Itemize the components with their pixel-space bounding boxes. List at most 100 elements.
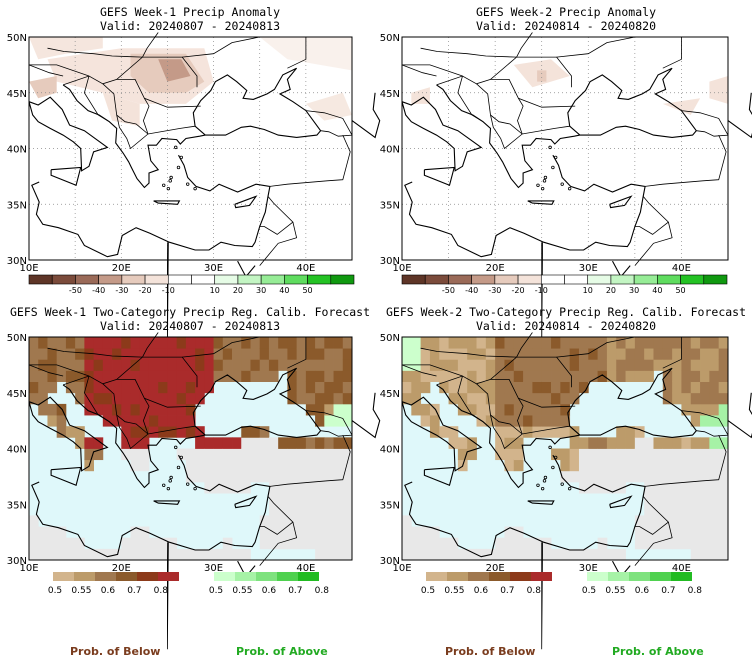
probability-cell xyxy=(333,526,344,539)
colorbar-swatch xyxy=(426,572,447,581)
probability-cell xyxy=(324,381,334,394)
colorbar-label: 0.7 xyxy=(288,586,302,596)
probability-cell xyxy=(185,392,196,405)
probability-cell xyxy=(690,504,701,516)
probability-cell xyxy=(541,415,552,427)
lon-labels: 10E 20E 30E 40E xyxy=(19,563,315,574)
probability-cell xyxy=(476,348,487,360)
probability-cell xyxy=(333,381,344,394)
probability-cell xyxy=(709,370,720,382)
probability-cell xyxy=(29,537,39,550)
probability-cell xyxy=(569,370,580,382)
probability-cell xyxy=(523,370,533,382)
probability-cell xyxy=(634,459,645,472)
probability-cell xyxy=(551,403,561,416)
probability-cell xyxy=(634,448,645,461)
probability-cell xyxy=(690,381,701,394)
probability-cell xyxy=(315,481,325,494)
colorbar-label: 50 xyxy=(302,286,312,295)
probability-cell xyxy=(504,426,515,438)
probability-cell xyxy=(560,348,571,360)
probability-cell xyxy=(411,403,422,416)
panel-valid-dates: Valid: 20240814 - 20240820 xyxy=(476,319,656,333)
probability-cell xyxy=(495,381,505,394)
lat-tick-label: 45N xyxy=(380,389,400,400)
probability-cell xyxy=(597,348,608,360)
probability-cell xyxy=(333,448,344,461)
probability-cell xyxy=(333,359,344,371)
probability-cell xyxy=(578,448,589,461)
probability-cell xyxy=(185,470,196,483)
probability-cell xyxy=(130,548,141,561)
probability-cell xyxy=(130,370,141,382)
probability-cell xyxy=(672,437,682,449)
probability-cell xyxy=(578,359,589,371)
anomaly-colorbar: -50 -40 -30 -20 -10 10 20 30 40 50 xyxy=(401,274,728,295)
probability-cell xyxy=(324,403,334,416)
probability-cell xyxy=(204,459,214,472)
probability-cell xyxy=(333,348,344,360)
probability-cell xyxy=(305,537,316,550)
probability-cell xyxy=(121,403,131,416)
probability-cell xyxy=(411,548,422,561)
probability-cell xyxy=(429,415,440,427)
probability-cell xyxy=(541,403,552,416)
probability-cell xyxy=(569,459,580,472)
probability-cell xyxy=(333,437,344,449)
probability-cell xyxy=(148,403,159,416)
probability-cell xyxy=(672,381,682,394)
probability-cell xyxy=(278,493,288,505)
probability-cell xyxy=(232,370,242,382)
probability-cell xyxy=(718,515,729,527)
probability-cell xyxy=(268,448,279,461)
probability-cell xyxy=(176,448,187,461)
probability-cell xyxy=(139,381,150,394)
probability-cell xyxy=(532,348,543,360)
probability-cell xyxy=(333,415,344,427)
probability-cell xyxy=(653,515,664,527)
probability-cell xyxy=(139,448,150,461)
probability-cell xyxy=(342,526,353,539)
probability-cell xyxy=(616,337,626,349)
probability-cell xyxy=(305,437,316,449)
probability-cell xyxy=(532,426,543,438)
probability-cell xyxy=(681,370,692,382)
probability-cell xyxy=(305,359,316,371)
probability-cell xyxy=(102,548,113,561)
probability-cell xyxy=(532,537,543,550)
probability-cell xyxy=(606,337,617,349)
probability-cell xyxy=(513,537,524,550)
panel-week2-probability: GEFS Week-2 Two-Category Precip Reg. Cal… xyxy=(380,305,752,650)
anomaly-region xyxy=(158,59,191,82)
probability-cell xyxy=(148,348,159,360)
colorbar-swatch xyxy=(531,572,552,581)
colorbar-label: 0.55 xyxy=(444,586,464,596)
probability-cell xyxy=(532,370,543,382)
probability-cell xyxy=(176,381,187,394)
probability-cell xyxy=(616,459,626,472)
probability-cell xyxy=(578,337,589,349)
probability-cell xyxy=(213,470,224,483)
probability-cell xyxy=(185,415,196,427)
probability-cell xyxy=(578,437,589,449)
probability-cell xyxy=(315,504,325,516)
probability-cell xyxy=(690,370,701,382)
lat-labels: 50N 45N 40N 35N 30N xyxy=(380,333,400,567)
probability-cell xyxy=(241,337,251,349)
colorbar-swatch xyxy=(167,274,192,285)
probability-cell xyxy=(139,548,150,561)
colorbar-swatch xyxy=(540,274,565,285)
probability-cell xyxy=(634,526,645,539)
probability-cell xyxy=(709,481,720,494)
probability-cell xyxy=(296,381,307,394)
probability-cell xyxy=(569,470,580,483)
probability-cell xyxy=(420,381,431,394)
probability-cell xyxy=(121,415,131,427)
probability-cell xyxy=(342,448,353,461)
probability-cell xyxy=(709,537,720,550)
probability-cell xyxy=(578,381,589,394)
probability-cell xyxy=(504,448,515,461)
probability-cell xyxy=(333,337,344,349)
probability-cell xyxy=(504,415,515,427)
probability-cell xyxy=(342,415,353,427)
